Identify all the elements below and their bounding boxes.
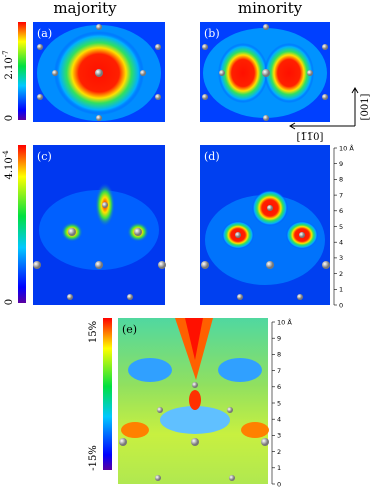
direction-arrows [289,87,359,130]
scale-label: 6 [339,207,343,215]
colorbar-min: 0 [4,115,15,121]
scales: 0 1 2 3 4 5 6 7 8 9 10 Å 0 1 2 3 4 5 6 7 8 9 10 Å [271,143,354,487]
scale-label: 4 [277,416,281,424]
scale-label: 9 [277,335,281,343]
colorbar [18,145,26,303]
scale-label: 8 [277,351,281,359]
scale-label: 7 [339,191,343,199]
scale-label: 1 [339,286,343,294]
panel-label: (a) [37,27,52,40]
scale-label: 4 [339,239,343,247]
colorbar-max: 2.10-7 [2,50,15,79]
scale-label: 5 [277,399,281,407]
scale-label: 3 [339,254,343,262]
panel-label: (d) [204,150,220,163]
panel-label: (e) [122,323,137,336]
colorbar-max: 15% [88,321,99,343]
colorbar-min: -15% [88,445,99,471]
colorbar [18,22,26,120]
scale-label: 2 [277,448,281,456]
scale-label: 0 [339,301,343,309]
colorbar-min: 0 [4,299,15,305]
panel-c: (c) [33,145,166,305]
scale-label: 9 [339,160,343,168]
scale-label: 5 [339,223,343,231]
panel-d: (d) [200,145,330,305]
panel-e: (e) [118,318,269,484]
panel-label: (b) [204,27,220,40]
scale-label: 1 [277,464,281,472]
direction-label: [001] [360,93,371,120]
scale-label: 3 [277,432,281,440]
scale-label: 0 [277,480,281,487]
header: majority [53,0,117,17]
panel-label: (c) [37,150,52,163]
scale-label: 8 [339,176,343,184]
colorbar-max: 4.10-4 [2,150,15,180]
panel-b: (b) [200,22,330,122]
direction-label: [1̅1̅0] [297,132,324,143]
header: minority [238,0,303,17]
scale-label: 10 Å [277,317,292,326]
panel-a: (a) [33,22,165,122]
scale-label: 2 [339,270,343,278]
scale-label: 7 [277,367,281,375]
scale-label: 10 Å [339,143,354,152]
scale-label: 6 [277,383,281,391]
colorbar [103,318,112,470]
